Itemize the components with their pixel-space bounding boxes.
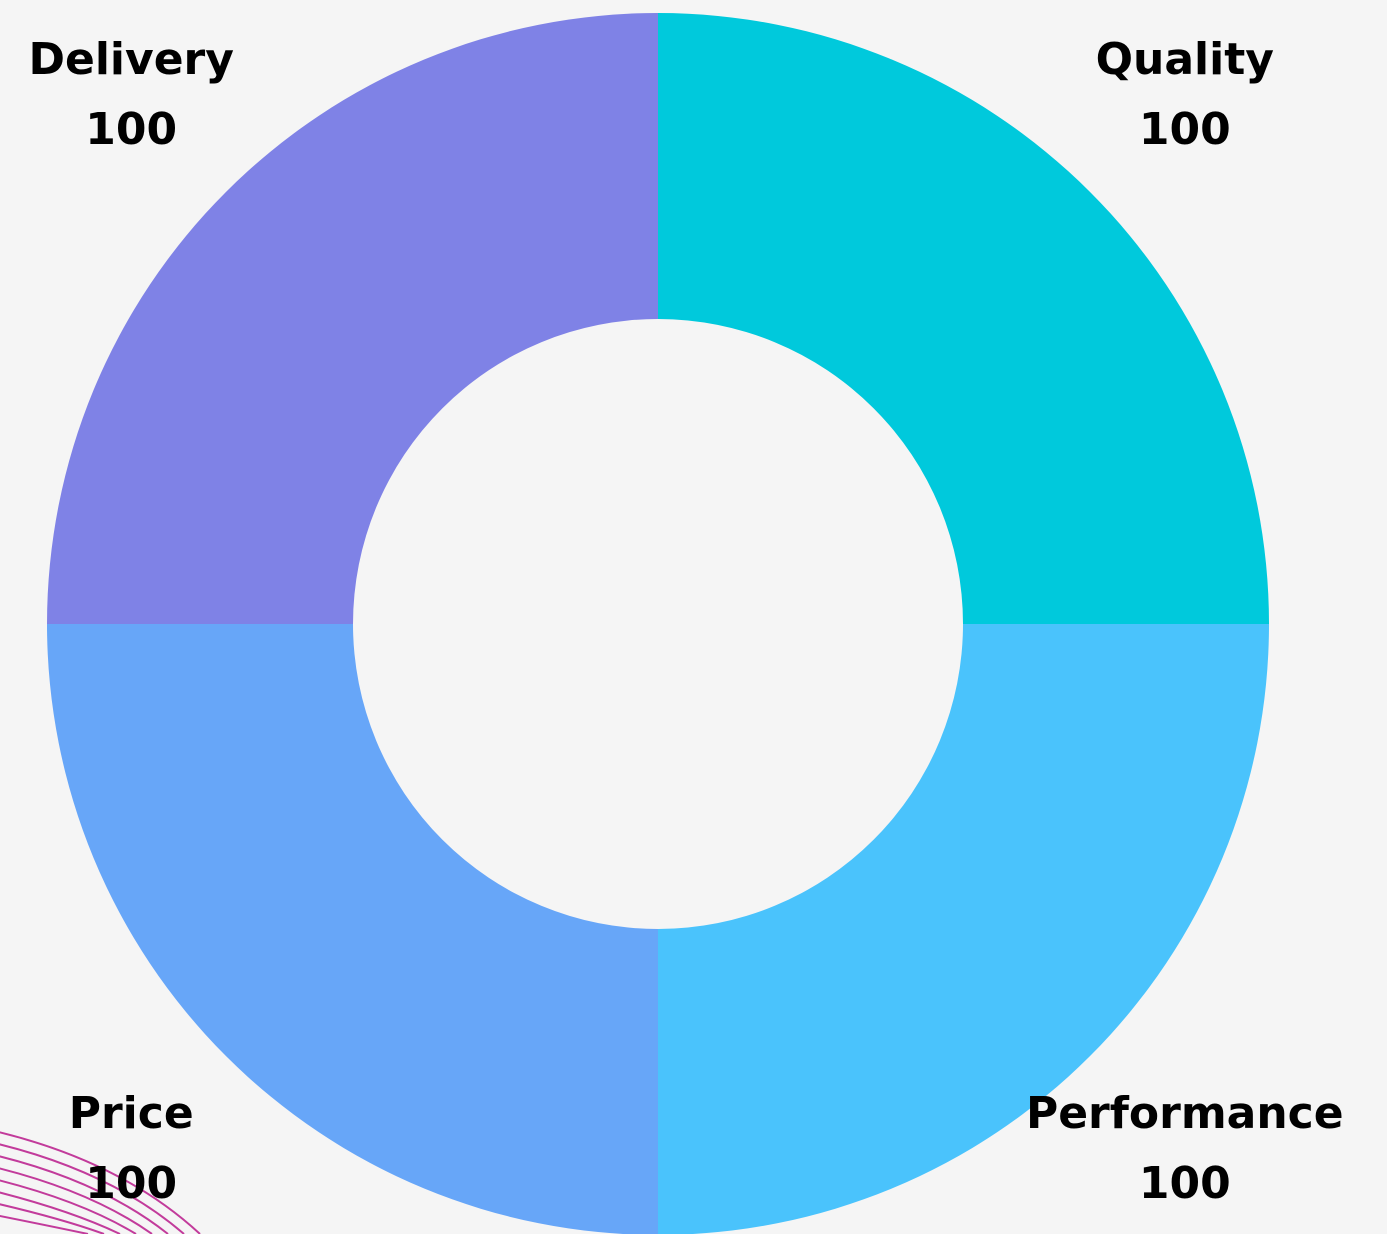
slice-value: 100 xyxy=(85,1158,177,1209)
slice-value: 100 xyxy=(1139,104,1231,155)
chart: Quality 100 Performance 100 Price 100 Delivery… xyxy=(0,0,1387,1234)
donut-slice xyxy=(658,624,1269,1234)
slice-label: Performance xyxy=(1026,1088,1344,1139)
donut-slice xyxy=(47,624,658,1234)
slice-value: 100 xyxy=(1139,1158,1231,1209)
slice-value: 100 xyxy=(85,104,177,155)
slice-label: Quality xyxy=(1096,34,1274,85)
slice-label: Price xyxy=(69,1088,194,1139)
page: {"chart_data": {"type": "donut", "catego… xyxy=(0,0,1387,1234)
slice-label: Delivery xyxy=(28,34,233,85)
